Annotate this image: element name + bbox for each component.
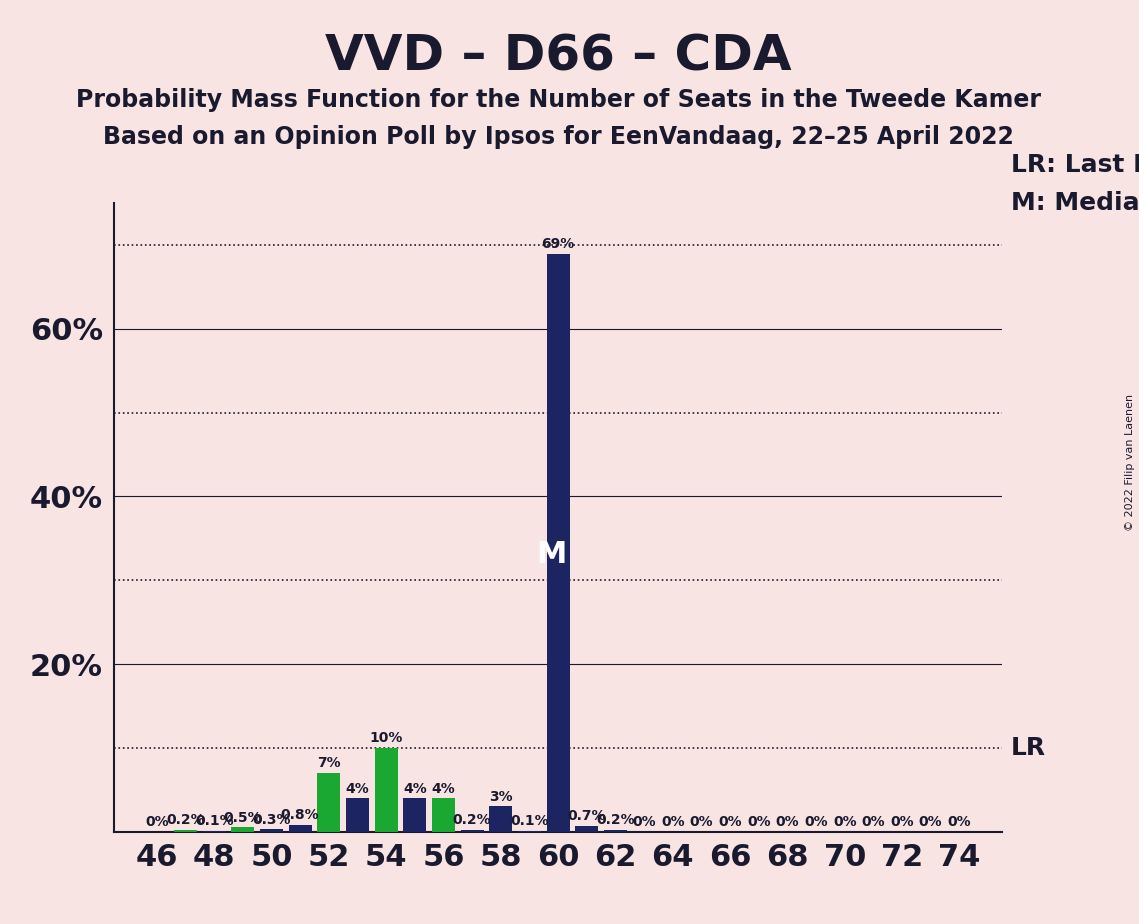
Bar [318, 773, 341, 832]
Text: 0.5%: 0.5% [223, 811, 262, 825]
Text: 0%: 0% [804, 815, 828, 829]
Text: 0%: 0% [145, 815, 169, 829]
Bar [490, 807, 513, 832]
Bar [375, 748, 398, 832]
Text: 0%: 0% [833, 815, 857, 829]
Text: 4%: 4% [345, 782, 369, 796]
Text: Based on an Opinion Poll by Ipsos for EenVandaag, 22–25 April 2022: Based on an Opinion Poll by Ipsos for Ee… [103, 125, 1014, 149]
Text: © 2022 Filip van Laenen: © 2022 Filip van Laenen [1125, 394, 1134, 530]
Text: 0.2%: 0.2% [596, 813, 634, 827]
Text: 7%: 7% [317, 757, 341, 771]
Text: 0.2%: 0.2% [453, 813, 491, 827]
Bar [575, 826, 598, 832]
Text: 3%: 3% [489, 790, 513, 804]
Bar [260, 829, 282, 832]
Text: 0%: 0% [919, 815, 942, 829]
Bar [231, 827, 254, 832]
Text: 0.3%: 0.3% [252, 812, 290, 827]
Bar [346, 798, 369, 832]
Text: M: Median: M: Median [1011, 190, 1139, 214]
Text: 4%: 4% [432, 782, 456, 796]
Text: 0.8%: 0.8% [281, 808, 320, 822]
Text: M: M [535, 540, 566, 568]
Text: 0.7%: 0.7% [567, 809, 606, 823]
Text: 0%: 0% [891, 815, 913, 829]
Text: 0%: 0% [632, 815, 656, 829]
Text: 0%: 0% [689, 815, 713, 829]
Text: LR: LR [1011, 736, 1047, 760]
Bar [288, 825, 312, 832]
Text: 0%: 0% [948, 815, 972, 829]
Bar [547, 253, 570, 832]
Text: Probability Mass Function for the Number of Seats in the Tweede Kamer: Probability Mass Function for the Number… [75, 88, 1041, 112]
Bar [604, 830, 626, 832]
Text: 69%: 69% [541, 237, 575, 251]
Text: 0%: 0% [719, 815, 741, 829]
Text: 0.1%: 0.1% [195, 814, 233, 828]
Text: 0%: 0% [861, 815, 885, 829]
Bar [403, 798, 426, 832]
Text: 10%: 10% [369, 731, 403, 746]
Text: 0.1%: 0.1% [510, 814, 549, 828]
Text: 0%: 0% [661, 815, 685, 829]
Bar [432, 798, 454, 832]
Text: LR: Last Result: LR: Last Result [1011, 153, 1139, 177]
Bar [174, 830, 197, 832]
Bar [460, 830, 484, 832]
Text: 0%: 0% [747, 815, 770, 829]
Text: 0%: 0% [776, 815, 800, 829]
Text: 0.2%: 0.2% [166, 813, 205, 827]
Text: VVD – D66 – CDA: VVD – D66 – CDA [325, 32, 792, 80]
Text: 4%: 4% [403, 782, 427, 796]
